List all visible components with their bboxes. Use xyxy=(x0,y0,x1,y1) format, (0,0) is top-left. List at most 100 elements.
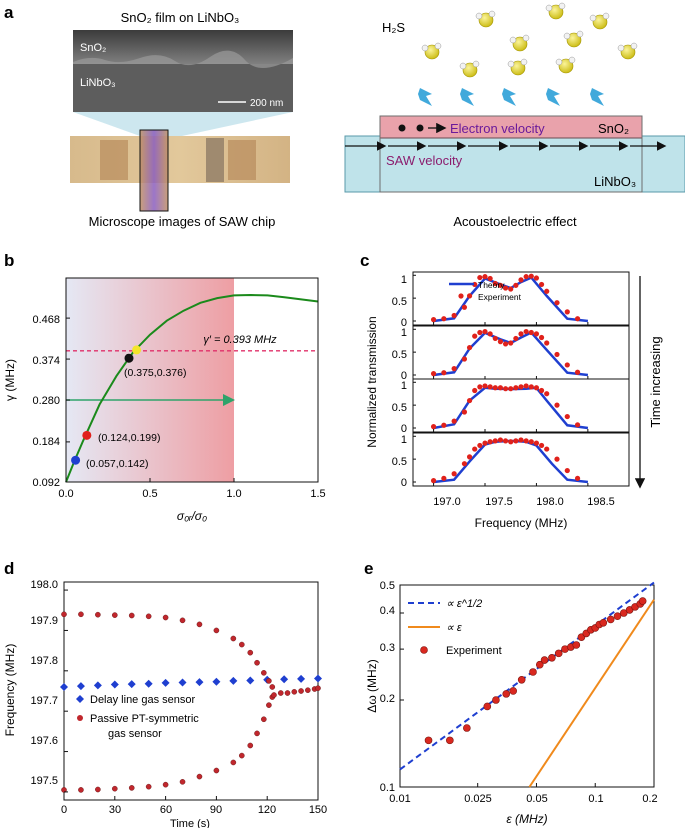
plot-frame-b xyxy=(65,277,319,483)
film-label: SnO₂ xyxy=(598,121,629,136)
xtick-label: 90 xyxy=(210,804,222,816)
yticks-e: 0.1 0.2 0.3 0.4 0.5 xyxy=(380,580,395,794)
experiment-point xyxy=(492,385,498,391)
sulfur-atom xyxy=(620,44,636,60)
experiment-point xyxy=(487,439,493,445)
hydrogen-atom xyxy=(558,2,566,10)
ylabel-b: γ (MHz) xyxy=(3,359,17,401)
hydrogen-atom xyxy=(509,36,517,44)
xtick-label: 0.5 xyxy=(142,488,157,500)
scale-bar-label: 200 nm xyxy=(250,98,283,109)
xtick-label: 0.1 xyxy=(588,793,603,805)
experiment-point xyxy=(497,437,504,443)
experiment-point xyxy=(518,437,524,443)
experiment-point xyxy=(517,675,526,684)
xticks-c: 197.0 197.5 198.0 198.5 xyxy=(433,496,615,508)
substrate-label: LiNbO₃ xyxy=(594,174,636,189)
ytick-label: 197.7 xyxy=(30,695,58,707)
experiment-point xyxy=(513,438,519,444)
ytick-label: 0.5 xyxy=(392,296,407,308)
pt-sensor-point xyxy=(145,613,152,620)
experiment-point xyxy=(483,702,492,711)
delay-sensor-point xyxy=(144,679,153,688)
experiment-point xyxy=(487,331,493,337)
experiment-point xyxy=(466,397,473,404)
ytick-label: 0.468 xyxy=(32,314,60,326)
experiment-point xyxy=(461,461,468,467)
sem-layer-bottom: LiNbO₃ xyxy=(80,77,116,89)
sulfur-atom xyxy=(566,32,582,48)
experiment-point xyxy=(487,275,493,282)
hydrogen-atom xyxy=(589,14,597,22)
h2s-molecules xyxy=(421,2,638,78)
ytick-label: 0 xyxy=(401,317,407,329)
experiment-point xyxy=(518,384,524,390)
experiment-point xyxy=(502,341,509,347)
xtick-label: 198.5 xyxy=(587,496,615,508)
delay-sensor-point xyxy=(178,678,187,687)
delay-sensor-point xyxy=(161,678,170,687)
experiment-point xyxy=(513,282,519,288)
experiment-point xyxy=(509,687,517,695)
experiment-point xyxy=(466,454,473,460)
xtick-label: 1.5 xyxy=(310,488,325,500)
xtick-label: 1.0 xyxy=(226,488,241,500)
pt-sensor-point xyxy=(213,767,220,774)
xtick-label: 0.025 xyxy=(464,793,492,805)
pt-sensor-point xyxy=(112,612,118,618)
pt-sensor-point xyxy=(128,785,135,791)
sulfur-atom xyxy=(478,12,494,28)
pt-sensor-point xyxy=(254,730,260,737)
experiment-point xyxy=(554,300,560,306)
experiment-point xyxy=(528,273,534,279)
ytick-label: 197.6 xyxy=(30,735,58,747)
experiment-point xyxy=(564,413,570,420)
experiment-point xyxy=(492,438,498,444)
ylabel-d: Frequency (MHz) xyxy=(3,644,17,737)
experiment-point xyxy=(513,385,519,391)
xtick-label: 0.2 xyxy=(642,793,657,805)
experiment-point xyxy=(574,369,581,375)
xlabel-b: σ₀ᵣ/σ₀ xyxy=(177,509,207,523)
experiment-point xyxy=(533,385,540,391)
gas-arrow xyxy=(590,88,604,106)
pt-sensor-point xyxy=(238,752,245,759)
pt-sensor-point xyxy=(112,785,118,792)
point-label: (0.124,0.199) xyxy=(98,432,160,444)
xtick-label: 120 xyxy=(258,804,276,816)
experiment-point xyxy=(461,409,468,415)
experiment-point xyxy=(554,402,560,408)
experiment-point xyxy=(492,280,498,287)
hydrogen-atom xyxy=(459,62,467,70)
sulfur-atom xyxy=(424,44,440,60)
experiment-point xyxy=(461,304,468,310)
xtick-label: 60 xyxy=(160,804,172,816)
experiment-point xyxy=(538,334,545,341)
hydrogen-atom xyxy=(434,42,442,50)
pt-sensor-point xyxy=(230,759,237,766)
electron-label: Electron velocity xyxy=(450,121,545,136)
experiment-point xyxy=(599,618,608,627)
xticks-d: 0 30 60 90 120 150 xyxy=(61,804,327,816)
experiment-point xyxy=(528,439,534,445)
hydrogen-atom xyxy=(507,60,515,68)
legend-linear: ∝ ε xyxy=(446,622,462,634)
experiment-point xyxy=(466,293,473,299)
gas-arrow xyxy=(460,88,474,106)
experiment-point xyxy=(502,438,509,444)
ytick-label: 197.9 xyxy=(30,615,58,627)
experiment-point xyxy=(638,597,647,605)
gas-arrow xyxy=(502,88,516,106)
gas-arrows xyxy=(418,88,604,106)
ytick-label: 0.5 xyxy=(392,349,407,361)
panel-d: d 197.5 197.6 197.7 197.8 197.9 198.0 0 … xyxy=(3,559,327,828)
data-point xyxy=(132,345,142,355)
gas-arrow xyxy=(546,88,560,106)
experiment-point xyxy=(492,335,498,342)
experiment-point xyxy=(430,317,437,323)
zoom-cone xyxy=(73,112,293,136)
gamma-prime-label: γ′ = 0.393 MHz xyxy=(203,334,277,346)
point-label: (0.057,0.142) xyxy=(86,458,148,470)
sulfur-atom xyxy=(592,14,608,30)
pt-sensor-point xyxy=(315,685,321,691)
